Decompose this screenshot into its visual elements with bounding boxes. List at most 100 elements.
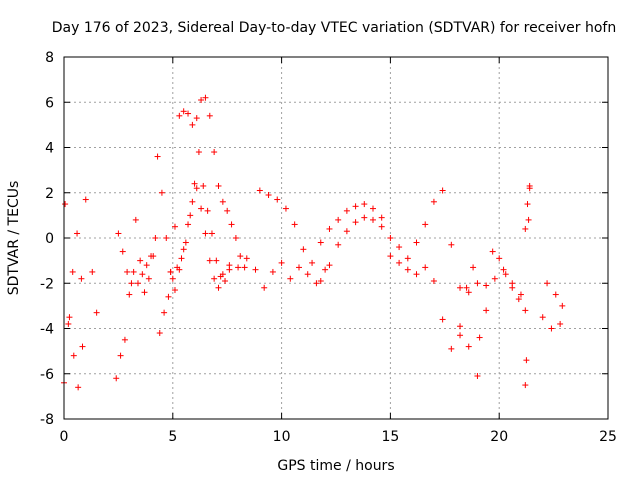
data-point <box>219 198 226 205</box>
grid <box>64 57 608 419</box>
data-point <box>439 187 446 194</box>
data-point <box>235 264 242 271</box>
data-point <box>526 182 533 189</box>
data-point <box>117 352 124 359</box>
data-point <box>163 235 170 241</box>
data-point <box>178 255 185 262</box>
data-point <box>326 225 333 232</box>
data-point <box>369 205 376 212</box>
data-point <box>115 230 122 237</box>
y-tick-label: 6 <box>45 95 54 111</box>
data-point <box>387 235 394 241</box>
data-point <box>226 262 233 269</box>
data-point <box>252 266 259 273</box>
data-point <box>317 239 324 246</box>
data-point <box>171 287 178 294</box>
data-point <box>335 241 342 248</box>
data-point <box>200 182 207 189</box>
y-tick-label: 8 <box>45 50 54 66</box>
data-point <box>326 262 333 269</box>
data-point <box>182 239 189 246</box>
data-point <box>396 244 403 251</box>
plot-frame <box>63 56 609 420</box>
data-point <box>474 280 481 287</box>
data-point <box>211 275 218 282</box>
data-point <box>232 235 239 241</box>
y-tick-label: -6 <box>40 367 54 383</box>
data-point <box>152 235 159 241</box>
data-point <box>496 255 503 262</box>
data-point <box>422 264 429 271</box>
y-axis-label: SDTVAR / TECUs <box>6 181 22 296</box>
data-point <box>224 207 231 214</box>
data-point <box>502 271 509 278</box>
data-point <box>522 382 529 389</box>
x-tick-label: 20 <box>490 429 508 445</box>
data-point <box>525 216 532 223</box>
y-tick-label: -2 <box>40 276 54 292</box>
data-point <box>313 280 320 287</box>
data-point <box>500 266 507 273</box>
data-point <box>287 275 294 282</box>
data-point <box>202 94 209 101</box>
data-point <box>158 189 165 196</box>
data-point <box>198 96 205 103</box>
data-point <box>544 280 551 287</box>
data-point <box>300 246 307 253</box>
data-point <box>309 259 316 266</box>
data-point <box>256 187 263 194</box>
data-point <box>237 253 244 260</box>
data-point <box>369 216 376 223</box>
data-point <box>62 201 69 208</box>
x-tick-label: 10 <box>273 429 291 445</box>
data-point <box>465 289 472 296</box>
data-point <box>185 221 192 228</box>
data-point <box>243 255 250 262</box>
x-tick-label: 5 <box>168 429 177 445</box>
data-point <box>198 205 205 212</box>
data-point <box>457 332 464 339</box>
data-point <box>132 216 139 223</box>
data-point <box>208 230 215 237</box>
data-point <box>291 221 298 228</box>
data-point <box>522 225 529 232</box>
data-point <box>193 115 200 122</box>
data-point <box>559 302 566 309</box>
data-point <box>75 384 82 391</box>
data-point <box>413 239 420 246</box>
data-point <box>137 257 144 264</box>
data-point <box>215 182 222 189</box>
data-point <box>143 262 150 269</box>
data-point <box>113 375 120 382</box>
data-point <box>274 196 281 203</box>
data-point <box>119 248 126 255</box>
data-point <box>74 230 81 237</box>
x-tick-label: 15 <box>381 429 399 445</box>
data-point <box>474 373 481 380</box>
data-point <box>515 296 522 303</box>
data-point <box>509 284 516 291</box>
data-point <box>161 309 168 316</box>
data-point <box>343 207 350 214</box>
y-tick-label: -4 <box>40 322 54 338</box>
data-point <box>185 110 192 117</box>
data-point <box>361 214 368 221</box>
data-point <box>189 198 196 205</box>
data-point <box>191 180 198 187</box>
data-point <box>206 257 213 264</box>
data-point <box>211 149 218 156</box>
x-tick-label: 0 <box>60 429 69 445</box>
data-point <box>124 268 131 275</box>
data-point <box>134 280 141 287</box>
data-point <box>180 108 187 115</box>
data-point <box>70 352 77 359</box>
data-point <box>202 230 209 237</box>
data-point <box>187 212 194 219</box>
data-point <box>128 280 135 287</box>
data-point <box>404 266 411 273</box>
data-point <box>193 185 200 192</box>
data-point <box>93 309 100 316</box>
data-point <box>261 284 268 291</box>
chart-title: Day 176 of 2023, Sidereal Day-to-day VTE… <box>52 20 616 36</box>
